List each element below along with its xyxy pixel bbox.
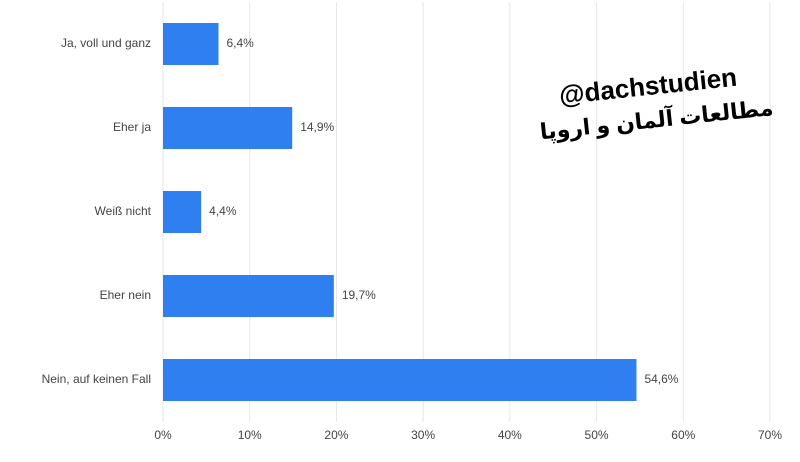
y-tick-label: Weiß nicht [95,204,152,218]
x-tick-label: 60% [671,428,695,442]
value-label: 19,7% [342,288,376,302]
value-label: 6,4% [226,36,254,50]
value-label: 14,9% [300,120,334,134]
value-label: 54,6% [644,372,678,386]
y-tick-label: Nein, auf keinen Fall [42,372,151,386]
value-label: 4,4% [209,204,237,218]
bar [163,107,293,149]
y-tick-label: Eher nein [100,288,151,302]
x-tick-label: 70% [758,428,782,442]
bar [163,23,219,65]
x-tick-label: 40% [498,428,522,442]
y-tick-label: Eher ja [113,120,151,134]
y-tick-label: Ja, voll und ganz [61,36,151,50]
x-tick-label: 0% [154,428,172,442]
x-tick-label: 30% [411,428,435,442]
bar [163,191,202,233]
watermark: @dachstudien مطالعات آلمان و اروپا [539,62,775,146]
x-tick-label: 20% [324,428,348,442]
x-tick-label: 50% [585,428,609,442]
x-tick-label: 10% [238,428,262,442]
bar [163,359,637,401]
bar [163,275,334,317]
